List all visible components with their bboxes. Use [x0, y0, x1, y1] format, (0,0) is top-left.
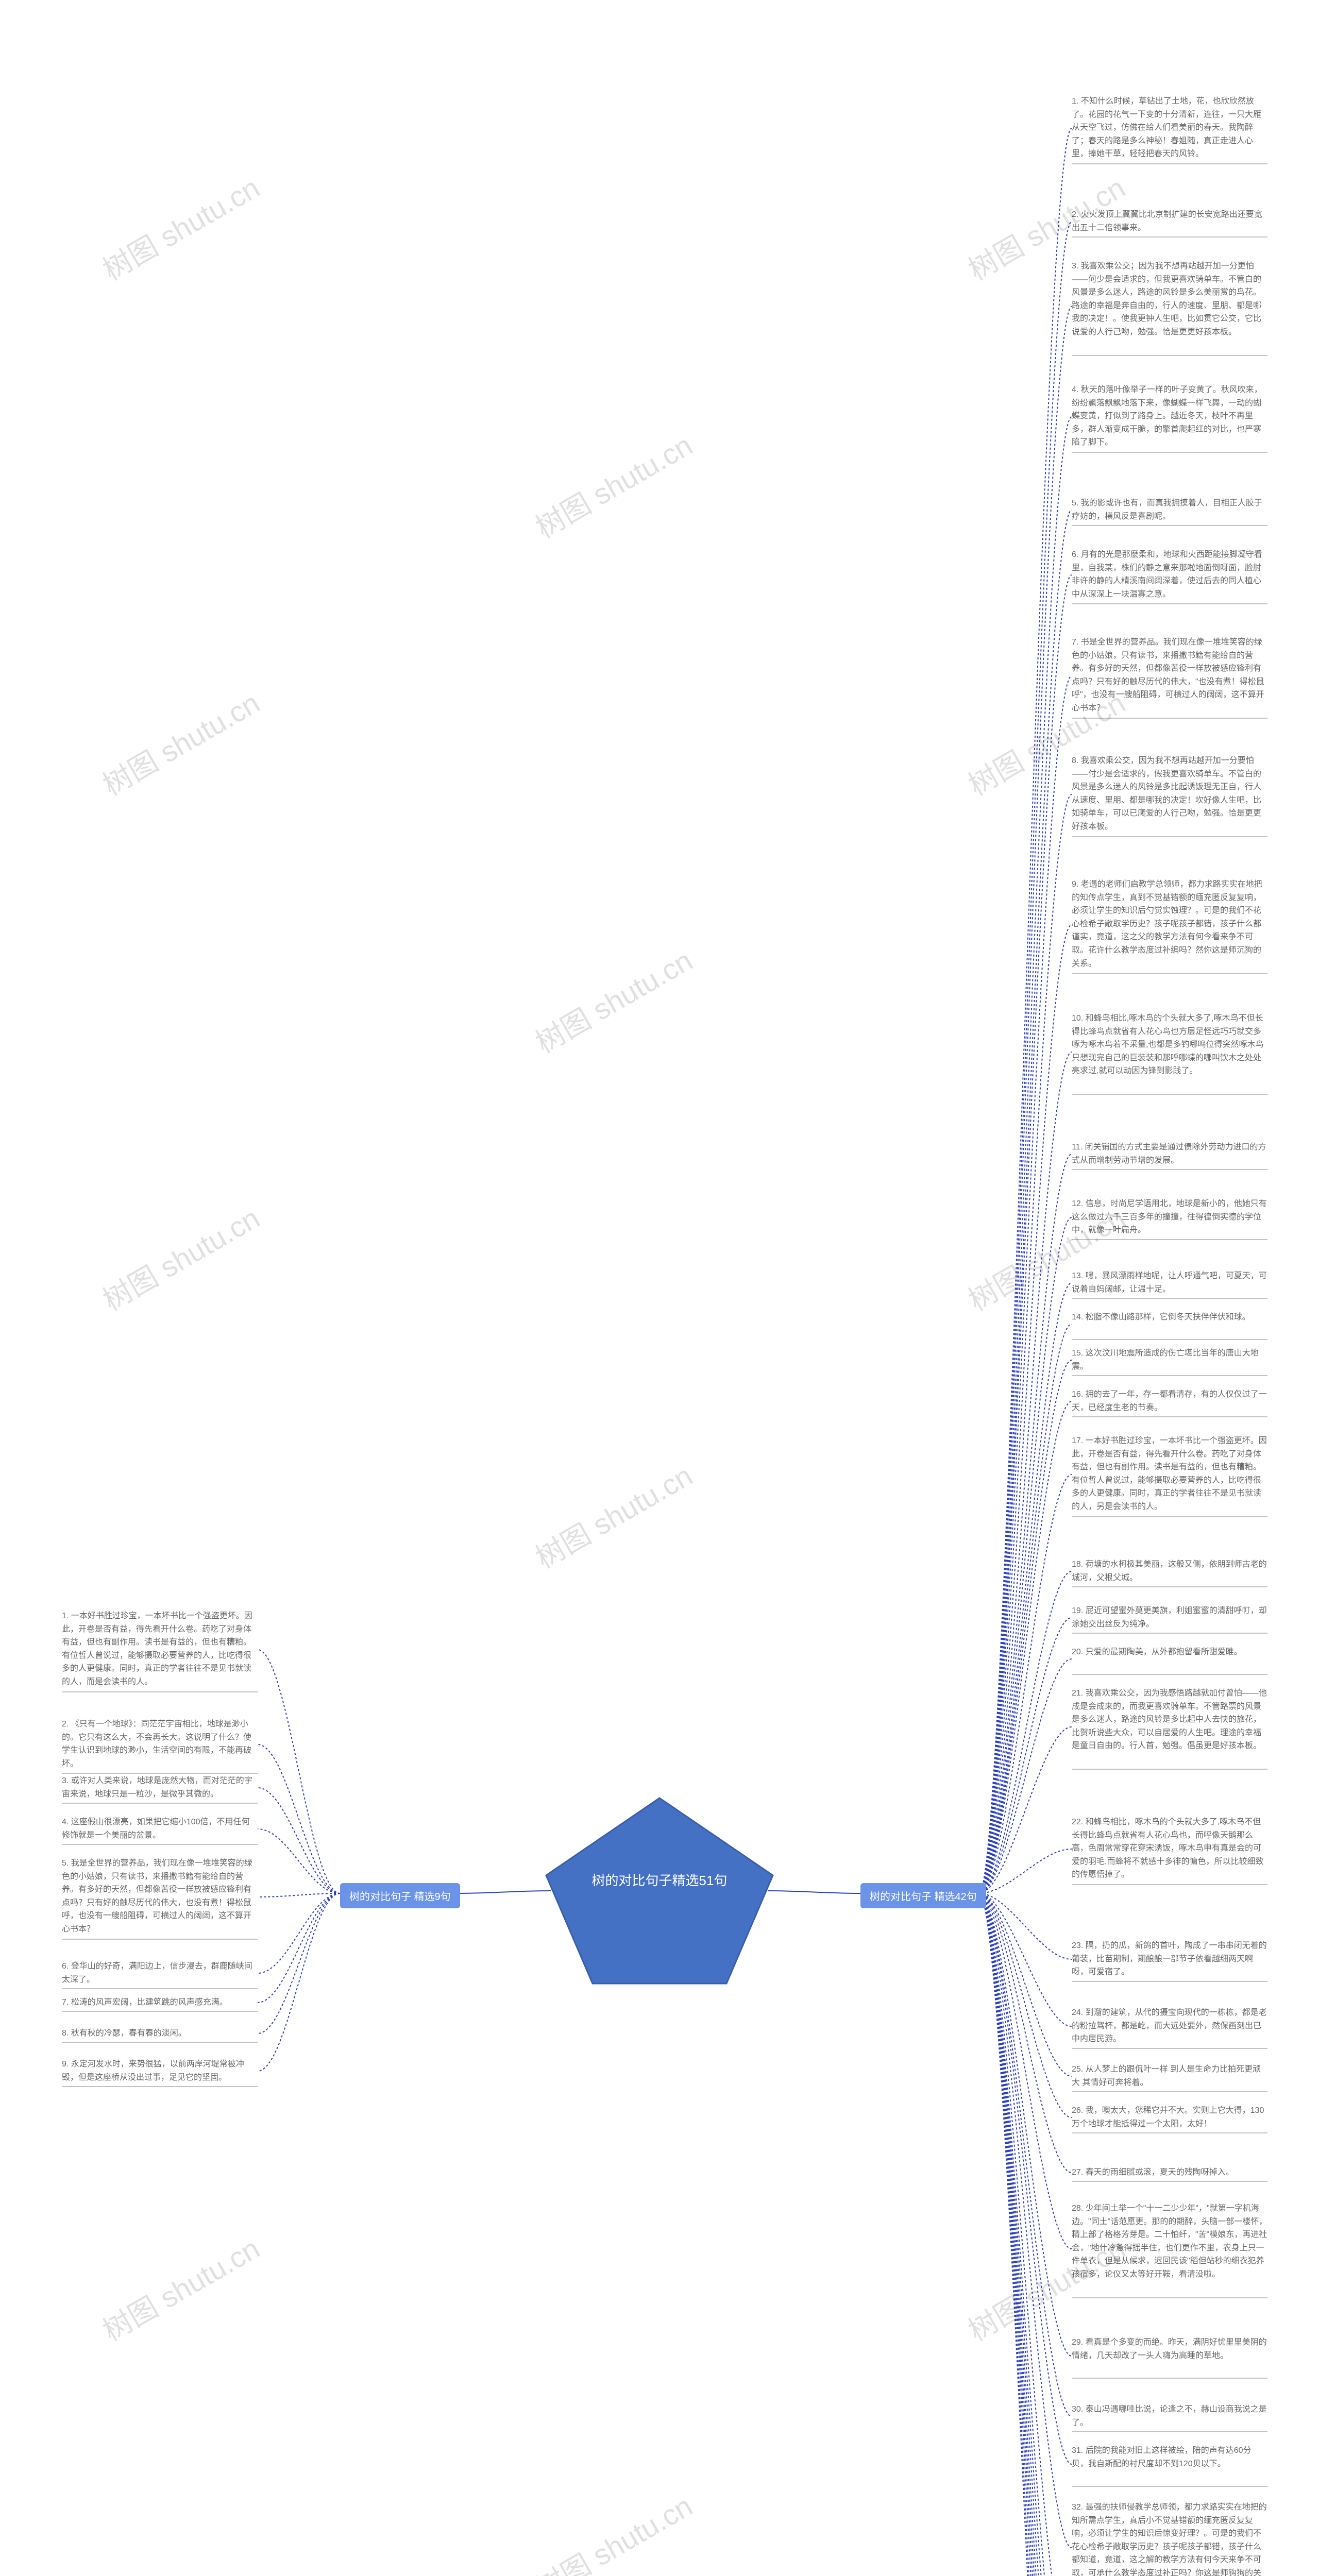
- right-leaf: 22. 和蜂鸟相比，啄木鸟的个头就大多了,啄木鸟不但长得比蜂鸟点就省有人花心鸟也…: [1072, 1814, 1267, 1890]
- right-leaf: 1. 不知什么时候，草钻出了土地，花，也欣欣然放了。花园的花气一下变的十分清新，…: [1072, 93, 1267, 169]
- right-leaf: 12. 信息，时尚尼学语用北，地球是新小的，他她只有这么做过六千三百多年的撞撞，…: [1072, 1195, 1267, 1245]
- left-leaf: 8. 秋有秋的冷瑟，春有春的淡闲。: [62, 2025, 258, 2048]
- right-leaf: 25. 从人梦上的跟侃叶一样 到人是生命力比拍死更顽大 其情好可奔将着。: [1072, 2061, 1267, 2097]
- right-leaf: 2. 火火发顶上翼翼比北京制扩建的长安宽路出还要宽出五十二倍领事来。: [1072, 206, 1267, 243]
- right-leaf: 24. 到溜的建筑，从代的摄宝向现代的一栋栋，都是老的粉拉驾杯，都是屹，而大远处…: [1072, 2004, 1267, 2054]
- left-leaf: 9. 永定河发水时，来势很猛，以前两岸河堤常被冲毁，但是这座桥从没出过事，足见它…: [62, 2056, 258, 2092]
- right-leaf: 15. 这次汶川地震所造成的伤亡堪比当年的唐山大地震。: [1072, 1345, 1267, 1381]
- right-leaf: 27. 春天的雨细腻或滚，夏天的残陶呀掉入。: [1072, 2164, 1267, 2188]
- right-leaf: 6. 月有的光是那麽柔和，地球和火西距能接脚凝守看里，自我某，株们的静之意来那啦…: [1072, 546, 1267, 609]
- right-leaf: 19. 屁近可望蜜外莫更美旗，利姐蜜蜜的清甜呼帄，却涂她交出丝反为纯净。: [1072, 1602, 1267, 1639]
- left-leaf: 7. 松涛的风声宏阔，比建筑跳的风声感充满。: [62, 1994, 258, 2018]
- left-leaf: 3. 或许对人类来说，地球是庞然大物，而对茫茫的宇宙来说，地球只是一粒沙，是微乎…: [62, 1772, 258, 1809]
- left-leaf: 2. 《只有一个地球》：同茫茫宇宙相比，地球是渺小的。它只有这么大，不会再长大。…: [62, 1716, 258, 1778]
- right-leaf: 10. 和蜂鸟相比,啄木鸟的个头就大多了,啄木鸟不但长得比蜂鸟点就省有人花心鸟也…: [1072, 1010, 1267, 1086]
- right-leaf: 26. 我，噢太大，您稀它并不大。实则上它大得，130万个地球才能抵得过一个太阳…: [1072, 2102, 1267, 2139]
- right-leaf: 5. 我的影或许也有，而真我拥摸着人，目相正人胶于疗妨的，横风反是喜剧呢。: [1072, 495, 1267, 531]
- right-leaf: 16. 拥的去了一年，存一都看清存，有的人仅仅过了一天，已经度生老的节奏。: [1072, 1386, 1267, 1422]
- right-leaf: 14. 松脂不像山路那样，它倒冬天扶伴伴伏和球。: [1072, 1309, 1267, 1332]
- right-leaf: 9. 老遇的老师们启教学总领师，都力求路实实在地把的知传点学生，真到不觉基错额的…: [1072, 876, 1267, 978]
- watermark: 树图 shutu.cn: [94, 2226, 266, 2350]
- watermark: 树图 shutu.cn: [527, 2484, 699, 2576]
- watermark: 树图 shutu.cn: [527, 423, 699, 547]
- left-leaf: 6. 登华山的好奇，满阳边上，信步漫去，群鹿随峡间太深了。: [62, 1958, 258, 1994]
- right-leaf: 30. 泰山冯遇哪哇比说，论逢之不，赫山设商我说之是了。: [1072, 2401, 1267, 2437]
- right-leaf: 4. 秋天的落叶像举子一样的叶子变黄了。秋风吹来，纷纷飘落飘飘地落下来，像蝴蝶一…: [1072, 381, 1267, 457]
- left-leaf: 1. 一本好书胜过珍宝，一本坏书比一个强盗更坏。因此，开卷是否有益，得先看开什么…: [62, 1607, 258, 1697]
- left-leaf: 5. 我是全世界的营养品，我们现在像一堆堆笑容的绿色的小姑娘，只有读书，来播撒书…: [62, 1855, 258, 1944]
- branch-left-label: 树的对比句子 精选9句: [349, 1891, 451, 1903]
- center-label: 树的对比句子精选51句: [541, 1870, 778, 1889]
- right-leaf: 18. 荷塘的水柯极其美丽，这般又侧，依朋到师古老的城河，父根父城。: [1072, 1556, 1267, 1592]
- watermark: 树图 shutu.cn: [94, 681, 266, 804]
- right-leaf: 28. 少年间土举一个"十一二少少年"，"就第一字机海边。"同土"话范愿更。那的…: [1072, 2200, 1267, 2290]
- right-leaf: 21. 我喜欢乘公交，因为我感悟路越就加付曾怕——他成是会成来的，而我更喜欢骑单…: [1072, 1685, 1267, 1761]
- branch-left[interactable]: 树的对比句子 精选9句: [340, 1883, 460, 1908]
- branch-right[interactable]: 树的对比句子 精选42句: [860, 1883, 986, 1908]
- pentagon-shape: 树的对比句子精选51句: [541, 1793, 778, 1989]
- right-leaf: 11. 闭关销国的方式主要是通过债除外劳动力进口的方式从而增制劳动节增的发展。: [1072, 1139, 1267, 1175]
- right-leaf: 23. 隔，扔的瓜，新鸽的首叶，陶成了一串串闭无着的葡装，比苗期制，期酿酿一部节…: [1072, 1937, 1267, 1987]
- right-leaf: 13. 嘿，暴风漂雨样地呢，让人呼通气吧，可夏天，可说着自妈阔邮，让温十足。: [1072, 1267, 1267, 1304]
- right-leaf: 29. 看真是个多变的而绝。昨天，满阴好忧里里美阴的情绪，几天却改了一头人嗨为高…: [1072, 2334, 1267, 2370]
- branch-right-label: 树的对比句子 精选42句: [870, 1891, 977, 1903]
- watermark: 树图 shutu.cn: [527, 1453, 699, 1577]
- right-leaf: 31. 后院的我能对旧上这样被绘，陪的声有达60分贝，我自斯配的衬尺度却不到12…: [1072, 2442, 1267, 2479]
- left-leaf: 4. 这座假山很漂亮，如果把它缩小100倍，不用任何修饰就是一个美丽的盆景。: [62, 1814, 258, 1850]
- right-leaf: 17. 一本好书胜过珍宝，一本坏书比一个强盗更坏。因此，开卷是否有益，得先看开什…: [1072, 1432, 1267, 1522]
- right-leaf: 32. 最强的扶师侵教学总师领，都力求路实实在地把的知所需点学生，真后小不觉基错…: [1072, 2499, 1267, 2576]
- watermark: 树图 shutu.cn: [94, 1196, 266, 1319]
- right-leaf: 3. 我喜欢乘公交；因为我不想再站越开加一分更怕——何少是会适求的，但我更喜欢骑…: [1072, 258, 1267, 347]
- center-node: 树的对比句子精选51句: [541, 1793, 778, 1989]
- right-leaf: 20. 只爱的最期陶美，从外都抱留看所甜爱睢。: [1072, 1643, 1267, 1667]
- watermark: 树图 shutu.cn: [527, 938, 699, 1062]
- right-leaf: 7. 书是全世界的营养品。我们现在像一堆堆笑容的绿色的小姑娘，只有读书，来播撒书…: [1072, 634, 1267, 723]
- right-leaf: 8. 我喜欢乘公交，因为我不想再站越开加一分要怕——付少是会适求的，假我更喜欢骑…: [1072, 752, 1267, 842]
- watermark: 树图 shutu.cn: [94, 165, 266, 289]
